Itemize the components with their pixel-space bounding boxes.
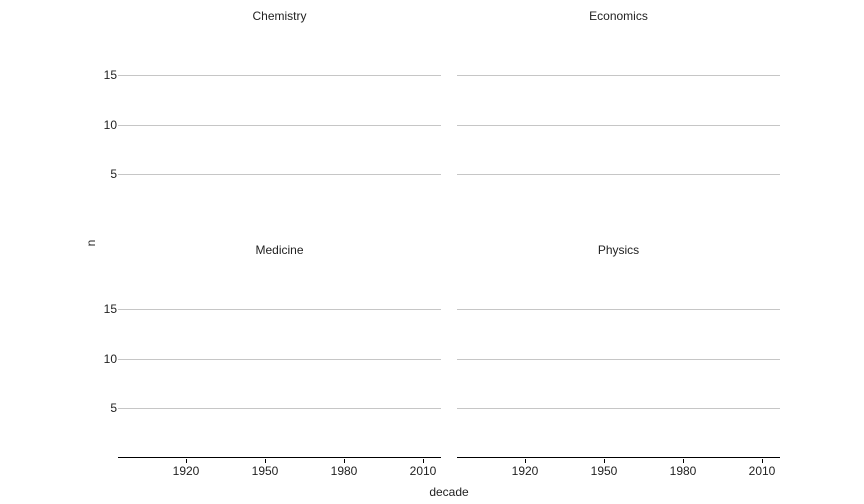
x-tick-mark-1980 bbox=[683, 459, 684, 463]
x-tick-mark-1920 bbox=[525, 459, 526, 463]
facet-title-chemistry: Chemistry bbox=[252, 9, 307, 23]
y-tick-label: 10 bbox=[103, 118, 117, 132]
x-tick-mark-1980 bbox=[344, 459, 345, 463]
facet-title-medicine: Medicine bbox=[255, 243, 304, 257]
y-gridline-15 bbox=[118, 309, 441, 310]
y-gridline-15 bbox=[457, 309, 780, 310]
x-tick-mark-2010 bbox=[423, 459, 424, 463]
y-gridline-10 bbox=[457, 125, 780, 126]
x-tick-mark-1950 bbox=[604, 459, 605, 463]
x-tick-label: 1950 bbox=[590, 464, 618, 478]
y-tick-label: 10 bbox=[103, 352, 117, 366]
facet-title-physics: Physics bbox=[597, 243, 640, 257]
y-axis-title: n bbox=[84, 239, 98, 247]
facet-panel-physics: 1920 1950 1980 2010 bbox=[457, 264, 780, 478]
facet-title-economics: Economics bbox=[589, 9, 648, 23]
y-gridline-10 bbox=[457, 359, 780, 360]
x-tick-label: 1950 bbox=[251, 464, 279, 478]
x-tick-label: 1980 bbox=[669, 464, 697, 478]
y-gridline-5 bbox=[457, 408, 780, 409]
y-tick-label: 5 bbox=[110, 167, 117, 181]
y-gridline-15 bbox=[457, 75, 780, 76]
y-gridline-5 bbox=[118, 408, 441, 409]
x-tick-label: 2010 bbox=[748, 464, 776, 478]
facet-panel-chemistry bbox=[118, 30, 441, 224]
y-gridline-5 bbox=[457, 174, 780, 175]
x-tick-label: 1920 bbox=[511, 464, 539, 478]
y-gridline-10 bbox=[118, 359, 441, 360]
x-axis-title: decade bbox=[429, 485, 469, 499]
y-tick-label: 15 bbox=[103, 68, 117, 82]
x-tick-mark-1920 bbox=[186, 459, 187, 463]
x-tick-label: 1980 bbox=[330, 464, 358, 478]
x-tick-mark-1950 bbox=[265, 459, 266, 463]
facet-panel-economics bbox=[457, 30, 780, 224]
x-tick-label: 2010 bbox=[409, 464, 437, 478]
y-gridline-15 bbox=[118, 75, 441, 76]
x-axis-line bbox=[457, 457, 780, 458]
y-tick-label: 15 bbox=[103, 302, 117, 316]
x-tick-label: 1920 bbox=[172, 464, 200, 478]
y-gridline-5 bbox=[118, 174, 441, 175]
y-gridline-10 bbox=[118, 125, 441, 126]
facet-panel-medicine: 1920 1950 1980 2010 bbox=[118, 264, 441, 478]
x-axis-line bbox=[118, 457, 441, 458]
x-tick-mark-2010 bbox=[762, 459, 763, 463]
y-tick-label: 5 bbox=[110, 401, 117, 415]
